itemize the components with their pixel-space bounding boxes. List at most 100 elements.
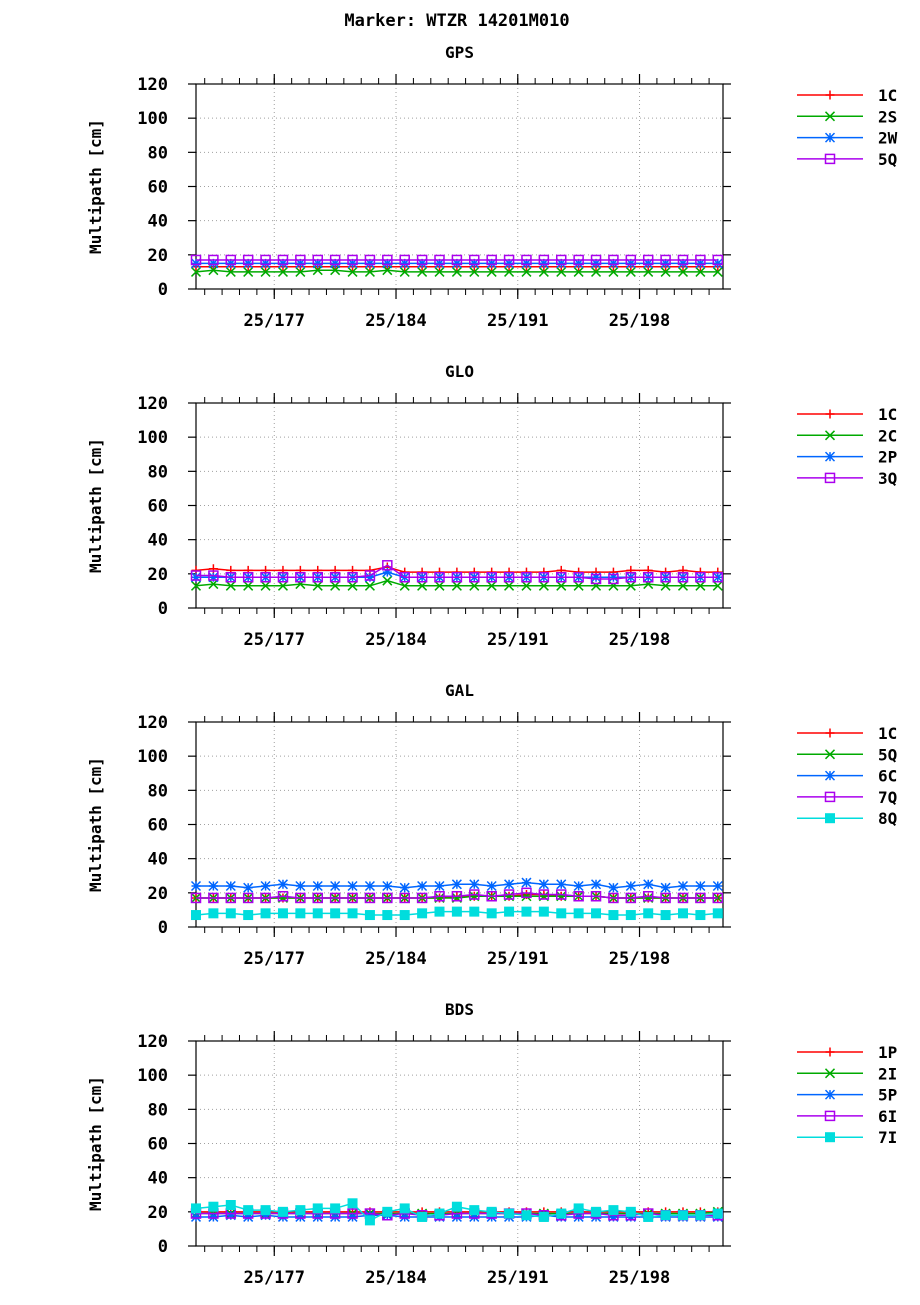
data-point bbox=[225, 908, 236, 919]
data-point bbox=[824, 1089, 836, 1100]
data-point bbox=[469, 266, 480, 277]
y-tick-label: 120 bbox=[137, 75, 168, 95]
data-point bbox=[608, 882, 619, 893]
y-tick-label: 0 bbox=[158, 599, 168, 619]
data-point bbox=[824, 153, 836, 165]
data-point bbox=[208, 892, 219, 904]
data-point bbox=[573, 891, 584, 902]
y-tick-label: 20 bbox=[148, 246, 168, 266]
data-point bbox=[555, 889, 567, 900]
data-point bbox=[364, 258, 375, 269]
data-point bbox=[225, 266, 236, 277]
data-point bbox=[695, 910, 706, 921]
data-point bbox=[469, 879, 480, 890]
data-point bbox=[417, 1211, 428, 1222]
data-point bbox=[382, 910, 393, 921]
data-point bbox=[451, 580, 462, 591]
panel-title: BDS bbox=[445, 1000, 474, 1019]
data-point bbox=[277, 580, 288, 591]
data-point bbox=[382, 254, 393, 266]
data-point bbox=[695, 1210, 706, 1221]
legend-item-1c: 1C bbox=[797, 724, 897, 743]
data-point bbox=[538, 906, 549, 917]
data-point bbox=[521, 258, 532, 269]
data-point bbox=[399, 892, 410, 904]
data-point bbox=[556, 580, 567, 591]
data-point bbox=[190, 572, 202, 583]
data-point bbox=[225, 258, 236, 269]
data-point bbox=[521, 254, 532, 266]
y-tick-label: 0 bbox=[158, 918, 168, 938]
data-point bbox=[825, 90, 835, 100]
data-point bbox=[260, 254, 271, 266]
data-point bbox=[486, 572, 497, 583]
data-point bbox=[625, 572, 637, 583]
plot-frame bbox=[195, 402, 724, 609]
data-point bbox=[824, 1068, 836, 1079]
y-tick-label: 40 bbox=[148, 212, 168, 232]
legend-item-6c: 6C bbox=[797, 767, 897, 786]
data-point bbox=[382, 880, 393, 892]
legend-label: 2P bbox=[878, 448, 897, 467]
panel-title: GAL bbox=[445, 681, 474, 700]
data-point bbox=[208, 570, 219, 581]
x-tick-label: 25/191 bbox=[487, 949, 548, 969]
data-point bbox=[225, 1200, 236, 1210]
legend-label: 2I bbox=[878, 1064, 897, 1083]
data-point bbox=[417, 908, 428, 919]
legend-item-7i: 7I bbox=[797, 1128, 897, 1147]
data-point bbox=[451, 891, 463, 902]
data-point bbox=[469, 1205, 480, 1216]
y-tick-label: 80 bbox=[148, 1100, 168, 1120]
data-point bbox=[243, 1211, 254, 1222]
data-point bbox=[260, 580, 271, 591]
data-point bbox=[329, 892, 341, 904]
data-point bbox=[590, 573, 602, 585]
panel-gal: GAL 0 20 40 60 80 100 120 25/177 25/184 25/191 25/1… bbox=[86, 681, 897, 969]
data-point bbox=[469, 580, 480, 591]
y-tick-label: 80 bbox=[148, 462, 168, 482]
data-point bbox=[677, 892, 689, 904]
y-tick-label: 20 bbox=[148, 1203, 168, 1223]
data-point bbox=[208, 1211, 219, 1222]
data-point bbox=[242, 572, 254, 583]
data-point bbox=[416, 254, 428, 266]
data-point bbox=[521, 906, 532, 917]
data-point bbox=[695, 254, 706, 266]
y-axis-title: Multipath [cm] bbox=[86, 438, 105, 573]
data-point bbox=[538, 580, 549, 591]
data-point bbox=[243, 258, 254, 269]
data-point bbox=[677, 266, 689, 277]
data-point bbox=[364, 880, 375, 892]
data-point bbox=[469, 258, 480, 269]
x-tick-label: 25/191 bbox=[487, 630, 548, 650]
data-point bbox=[191, 910, 201, 921]
y-axis-title: Multipath [cm] bbox=[86, 757, 105, 892]
data-point bbox=[260, 880, 271, 892]
data-point bbox=[608, 910, 619, 921]
data-point bbox=[538, 1211, 549, 1222]
data-point bbox=[642, 891, 654, 902]
data-point bbox=[417, 880, 428, 892]
data-point bbox=[824, 430, 836, 441]
data-point bbox=[277, 1206, 288, 1217]
data-point bbox=[660, 572, 671, 583]
data-point bbox=[695, 880, 706, 892]
data-point bbox=[824, 111, 836, 122]
data-point bbox=[556, 266, 567, 277]
data-point bbox=[225, 254, 237, 266]
legend-label: 8Q bbox=[878, 809, 897, 828]
legend-label: 1C bbox=[878, 86, 897, 105]
data-point bbox=[330, 258, 341, 269]
data-point bbox=[643, 266, 654, 277]
data-point bbox=[260, 1205, 271, 1216]
data-point bbox=[347, 908, 358, 919]
data-point bbox=[190, 580, 202, 591]
legend-item-5q: 5Q bbox=[797, 745, 897, 764]
data-point bbox=[243, 580, 254, 591]
data-point bbox=[347, 580, 358, 591]
data-point bbox=[330, 580, 341, 591]
data-point bbox=[824, 791, 836, 803]
data-point bbox=[260, 266, 271, 277]
